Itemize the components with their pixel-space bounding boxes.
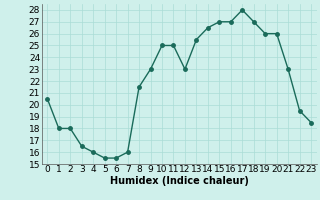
X-axis label: Humidex (Indice chaleur): Humidex (Indice chaleur) — [110, 176, 249, 186]
